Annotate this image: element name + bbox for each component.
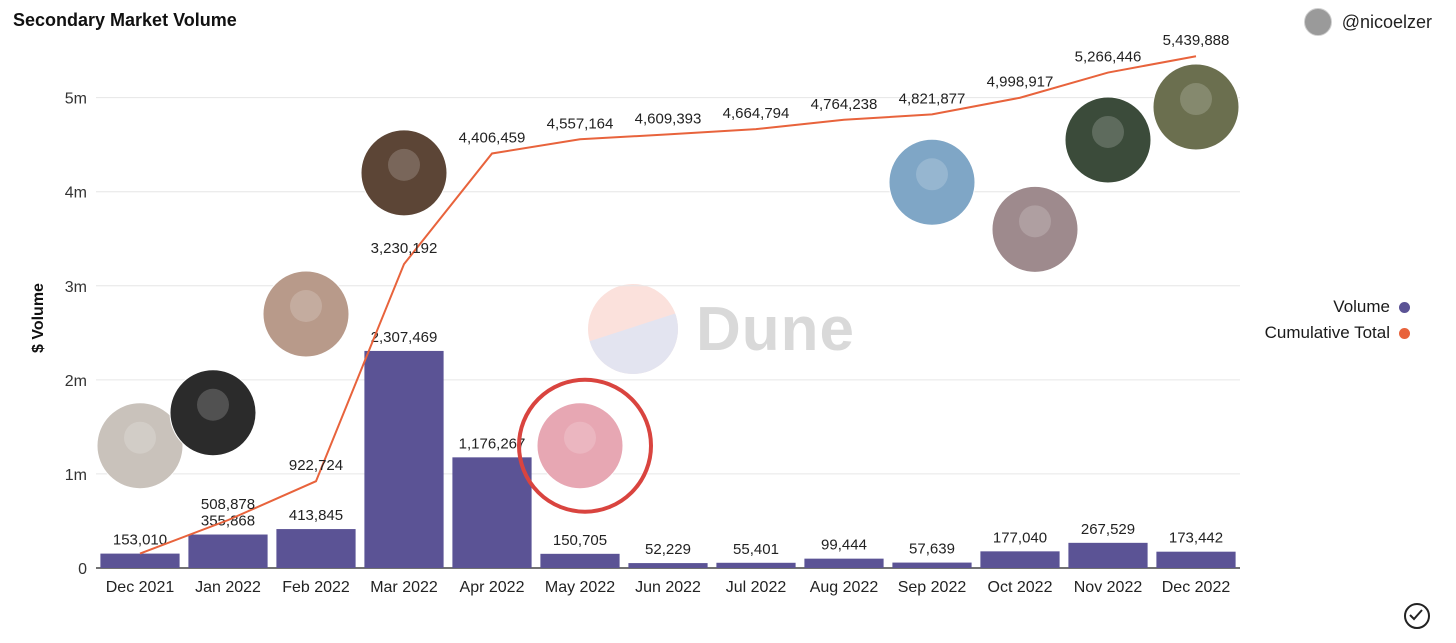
x-tick-label: Feb 2022 xyxy=(282,579,350,596)
bar[interactable] xyxy=(716,562,796,568)
bar[interactable] xyxy=(188,534,268,568)
cumulative-value-label: 3,230,192 xyxy=(371,240,438,257)
x-tick-label: Mar 2022 xyxy=(370,579,438,596)
bar-value-label: 2,307,469 xyxy=(371,329,438,346)
chart-title: Secondary Market Volume xyxy=(13,10,237,30)
x-tick-label: Nov 2022 xyxy=(1074,579,1143,596)
bar[interactable] xyxy=(1068,542,1148,568)
legend-dot-volume xyxy=(1399,301,1410,313)
bar-value-label: 1,176,267 xyxy=(459,435,526,452)
bar-value-label: 173,442 xyxy=(1169,530,1223,547)
x-tick-label: Dec 2021 xyxy=(106,579,175,596)
y-tick-label: 3m xyxy=(65,279,87,296)
cumulative-value-label: 508,878 xyxy=(201,496,255,513)
bar[interactable] xyxy=(892,562,972,568)
bar[interactable] xyxy=(628,563,708,568)
author-badge[interactable]: @nicoelzer xyxy=(1303,8,1432,36)
cumulative-value-label: 5,439,888 xyxy=(1163,32,1230,49)
photo-detail xyxy=(916,158,948,191)
bar[interactable] xyxy=(276,529,356,568)
artist-photo-4[interactable] xyxy=(360,129,448,217)
photo-detail xyxy=(388,148,420,181)
y-axis-label: $ Volume xyxy=(30,283,47,353)
chart-legend: Volume Cumulative Total xyxy=(1265,294,1410,346)
cumulative-value-label: 4,998,917 xyxy=(987,74,1054,91)
legend-dot-cumulative xyxy=(1399,327,1410,339)
cumulative-line xyxy=(139,55,1197,555)
cumulative-value-label: 922,724 xyxy=(289,457,343,474)
artist-photo-1[interactable] xyxy=(96,402,184,490)
crypto-artwork[interactable] xyxy=(536,402,624,490)
bar-value-label: 55,401 xyxy=(733,541,779,558)
cumulative-value-label: 4,764,238 xyxy=(811,96,878,113)
photo-detail xyxy=(290,290,322,322)
photo-detail xyxy=(1180,83,1212,116)
x-tick-label: Apr 2022 xyxy=(460,579,525,596)
y-tick-label: 0 xyxy=(78,561,87,578)
artist-photo-2[interactable] xyxy=(169,369,257,457)
x-tick-label: Jul 2022 xyxy=(726,579,787,596)
bar-value-label: 153,010 xyxy=(113,532,167,549)
check-icon[interactable] xyxy=(1404,603,1430,629)
bar-value-label: 52,229 xyxy=(645,541,691,558)
y-tick-label: 1m xyxy=(65,467,87,484)
x-tick-label: Jun 2022 xyxy=(635,579,701,596)
y-tick-label: 4m xyxy=(65,185,87,202)
author-handle: @nicoelzer xyxy=(1341,11,1432,32)
photo-detail xyxy=(1019,205,1051,238)
cumulative-value-label: 4,821,877 xyxy=(899,90,966,107)
y-tick-label: 2m xyxy=(65,373,87,390)
x-tick-label: Sep 2022 xyxy=(898,579,967,596)
cumulative-value-label: 4,664,794 xyxy=(723,105,790,122)
bar-value-label: 413,845 xyxy=(289,507,343,524)
legend-label-volume: Volume xyxy=(1333,297,1390,316)
x-tick-label: Aug 2022 xyxy=(810,579,879,596)
bar[interactable] xyxy=(364,350,444,568)
x-tick-label: Dec 2022 xyxy=(1162,579,1231,596)
bar-value-label: 57,639 xyxy=(909,541,955,558)
cumulative-value-label: 4,609,393 xyxy=(635,110,702,127)
bar[interactable] xyxy=(804,558,884,568)
x-tick-label: Jan 2022 xyxy=(195,579,261,596)
photo-detail xyxy=(197,388,229,421)
bar-value-label: 150,705 xyxy=(553,532,607,549)
legend-item-cumulative[interactable]: Cumulative Total xyxy=(1265,320,1410,346)
cumulative-value-label: 4,557,164 xyxy=(547,115,614,132)
photo-detail xyxy=(1092,115,1124,148)
artist-photo-8[interactable] xyxy=(1152,63,1240,151)
legend-label-cumulative: Cumulative Total xyxy=(1264,323,1390,342)
legend-item-volume[interactable]: Volume xyxy=(1265,294,1410,320)
y-tick-label: 5m xyxy=(65,91,87,108)
bar[interactable] xyxy=(1156,551,1236,568)
bar[interactable] xyxy=(980,551,1060,568)
artist-photo-5[interactable] xyxy=(888,138,976,226)
cumulative-value-label: 5,266,446 xyxy=(1075,49,1142,66)
bar[interactable] xyxy=(100,553,180,568)
bar[interactable] xyxy=(452,457,532,568)
cumulative-value-label: 4,406,459 xyxy=(459,129,526,146)
x-tick-label: Oct 2022 xyxy=(988,579,1053,596)
highlight-ring xyxy=(517,377,653,514)
bar-value-label: 177,040 xyxy=(993,529,1047,546)
x-tick-label: May 2022 xyxy=(545,579,615,596)
photo-detail xyxy=(564,421,596,454)
bar-value-label: 99,444 xyxy=(821,537,867,554)
avatar xyxy=(1303,8,1332,36)
artist-photo-6[interactable] xyxy=(991,185,1079,273)
bar-value-label: 267,529 xyxy=(1081,521,1135,538)
artist-photo-3[interactable] xyxy=(262,270,350,358)
photo-detail xyxy=(124,421,156,454)
artist-photo-7[interactable] xyxy=(1064,96,1152,184)
bar[interactable] xyxy=(540,553,620,568)
